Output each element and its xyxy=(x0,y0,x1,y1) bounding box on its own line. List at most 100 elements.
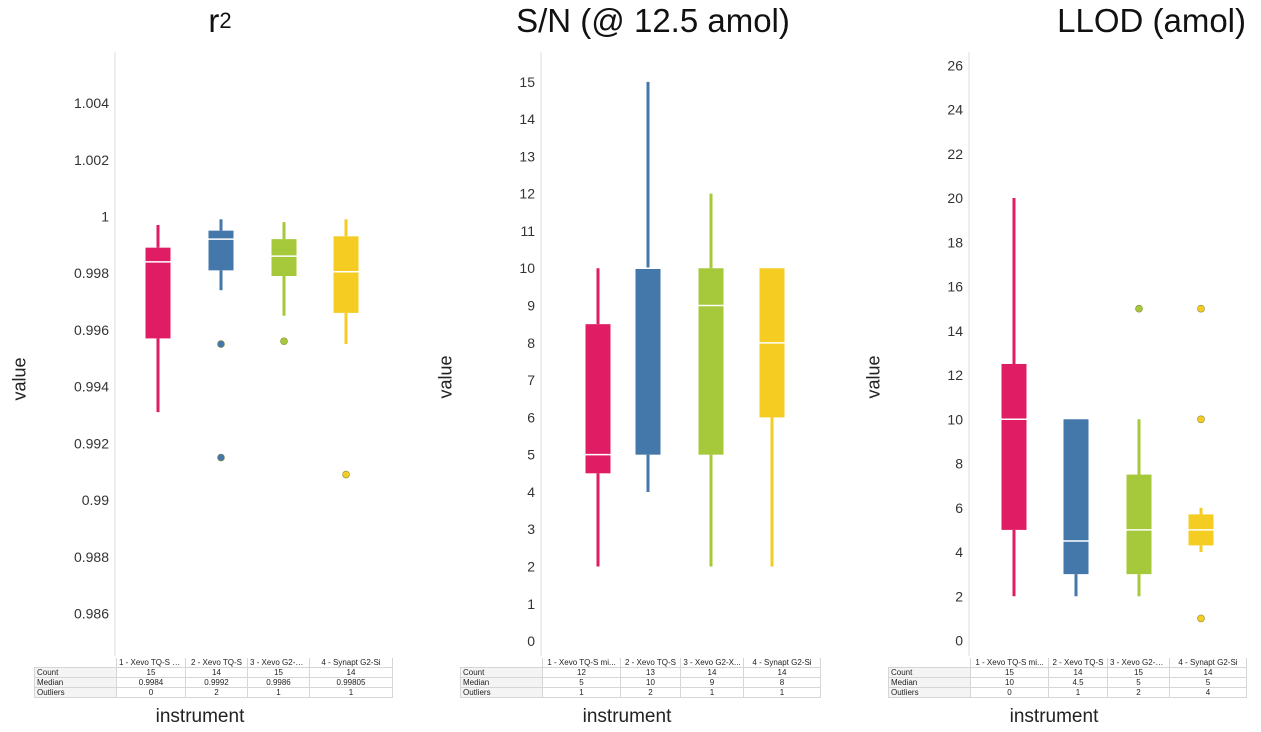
y-tick-label: 13 xyxy=(519,148,535,164)
y-tick-label: 0.992 xyxy=(74,435,109,451)
category-label: 2 - Xevo TQ-S xyxy=(185,658,248,668)
stats-cell: 14 xyxy=(1169,667,1247,678)
stats-cell: 1 xyxy=(542,687,621,698)
y-tick-label: 16 xyxy=(947,279,963,295)
box-iqr xyxy=(635,268,661,455)
stats-cell: 15 xyxy=(116,667,186,678)
box-iqr xyxy=(1126,474,1152,575)
stats-cell: 5 xyxy=(1169,677,1247,688)
stats-cell: 0.9992 xyxy=(185,677,248,688)
category-label: 1 - Xevo TQ-S mi... xyxy=(970,658,1049,668)
y-tick-label: 0.986 xyxy=(74,605,109,621)
chart-panel-r2: r2 value 1.004 1.002 1 0.998 0.996 0.994 0.992… xyxy=(0,0,400,732)
stats-row-count: Count 15 14 15 14 xyxy=(34,667,393,678)
stats-cell: 2 xyxy=(1107,687,1170,698)
category-label: 3 - Xevo G2-X... xyxy=(1107,658,1170,668)
box-iqr xyxy=(208,230,234,271)
chart-panel-sn: S/N (@ 12.5 amol) value 15 14 13 12 11 10 9 8 7 6… xyxy=(426,0,840,732)
outlier-point xyxy=(342,470,350,479)
y-tick-label: 1 xyxy=(527,596,535,612)
stats-cell: 1 xyxy=(309,687,393,698)
stats-cell: 2 xyxy=(620,687,681,698)
stats-cell: 5 xyxy=(542,677,621,688)
stats-corner xyxy=(889,658,971,668)
stats-cell: 13 xyxy=(620,667,681,678)
stats-cell: 10 xyxy=(970,677,1049,688)
box-iqr xyxy=(698,268,724,455)
category-label: 1 - Xevo TQ-S mi... xyxy=(542,658,621,668)
stats-table: 1 - Xevo TQ-S mi... 2 - Xevo TQ-S 3 - Xe… xyxy=(888,658,1247,698)
category-label: 4 - Synapt G2-Si xyxy=(743,658,821,668)
y-tick-label: 8 xyxy=(527,335,535,351)
stats-header-row: 1 - Xevo TQ-S mi... 2 - Xevo TQ-S 3 - Xe… xyxy=(461,658,821,668)
stats-cell: 1 xyxy=(680,687,744,698)
y-tick-label: 26 xyxy=(947,57,963,73)
outlier-point xyxy=(1197,614,1205,623)
stats-row-label: Count xyxy=(34,667,117,678)
chart-title-text: r xyxy=(208,2,220,39)
stats-corner xyxy=(35,658,117,668)
stats-cell: 14 xyxy=(743,667,821,678)
stats-row-median: Median 10 4.5 5 5 xyxy=(888,677,1247,688)
stats-cell: 1 xyxy=(1048,687,1108,698)
stats-header-row: 1 - Xevo TQ-S mi... 2 - Xevo TQ-S 3 - Xe… xyxy=(889,658,1247,668)
stats-row-label: Median xyxy=(888,677,971,688)
stats-row-label: Median xyxy=(34,677,117,688)
y-tick-label: 6 xyxy=(955,500,963,516)
y-tick-label: 6 xyxy=(527,409,535,425)
stats-row-label: Outliers xyxy=(460,687,543,698)
stats-cell: 14 xyxy=(680,667,744,678)
y-tick-label: 2 xyxy=(955,588,963,604)
y-tick-label: 22 xyxy=(947,146,963,162)
stats-cell: 1 xyxy=(743,687,821,698)
chart-title: r2 xyxy=(40,2,400,40)
y-tick-label: 7 xyxy=(527,372,535,388)
y-tick-label: 1 xyxy=(101,208,109,224)
y-tick-label: 0.994 xyxy=(74,379,109,395)
stats-cell: 1 xyxy=(247,687,310,698)
stats-cell: 4 xyxy=(1169,687,1247,698)
stats-cell: 0.99805 xyxy=(309,677,393,688)
stats-cell: 2 xyxy=(185,687,248,698)
stats-cell: 5 xyxy=(1107,677,1170,688)
stats-cell: 14 xyxy=(1048,667,1108,678)
stats-header-row: 1 - Xevo TQ-S mi... 2 - Xevo TQ-S 3 - Xe… xyxy=(35,658,393,668)
stats-cell: 15 xyxy=(247,667,310,678)
y-tick-label: 10 xyxy=(519,260,535,276)
box-iqr xyxy=(1063,419,1089,575)
stats-table: 1 - Xevo TQ-S mi... 2 - Xevo TQ-S 3 - Xe… xyxy=(460,658,821,698)
stats-row-label: Outliers xyxy=(34,687,117,698)
box-plot: 1.004 1.002 1 0.998 0.996 0.994 0.992 0.99 0.988… xyxy=(74,52,359,656)
stats-cell: 0 xyxy=(116,687,186,698)
y-tick-label: 15 xyxy=(519,74,535,90)
y-tick-label: 2 xyxy=(527,559,535,575)
stats-row-count: Count 12 13 14 14 xyxy=(460,667,821,678)
box-iqr xyxy=(271,239,297,277)
stats-cell: 9 xyxy=(680,677,744,688)
category-label: 1 - Xevo TQ-S mi... xyxy=(116,658,186,668)
stats-row-label: Count xyxy=(460,667,543,678)
stats-cell: 0.9986 xyxy=(247,677,310,688)
y-tick-label: 20 xyxy=(947,190,963,206)
outlier-point xyxy=(1197,304,1205,313)
y-tick-label: 4 xyxy=(955,544,963,560)
stats-row-median: Median 5 10 9 8 xyxy=(460,677,821,688)
y-tick-label: 0.99 xyxy=(82,492,109,508)
stats-cell: 10 xyxy=(620,677,681,688)
y-tick-label: 12 xyxy=(519,186,535,202)
stats-row-count: Count 15 14 15 14 xyxy=(888,667,1247,678)
outlier-point xyxy=(217,340,225,348)
y-tick-label: 0.998 xyxy=(74,265,109,281)
box-iqr xyxy=(333,236,359,313)
y-tick-label: 4 xyxy=(527,484,535,500)
y-tick-label: 1.004 xyxy=(74,95,109,111)
chart-title: S/N (@ 12.5 amol) xyxy=(516,2,790,39)
chart-title-superscript: 2 xyxy=(219,8,232,33)
category-label: 3 - Xevo G2-X... xyxy=(247,658,310,668)
y-tick-label: 24 xyxy=(947,102,963,118)
stats-corner xyxy=(461,658,543,668)
stats-cell: 4.5 xyxy=(1048,677,1108,688)
y-tick-label: 1.002 xyxy=(74,152,109,168)
x-axis-label: instrument xyxy=(1009,706,1099,727)
